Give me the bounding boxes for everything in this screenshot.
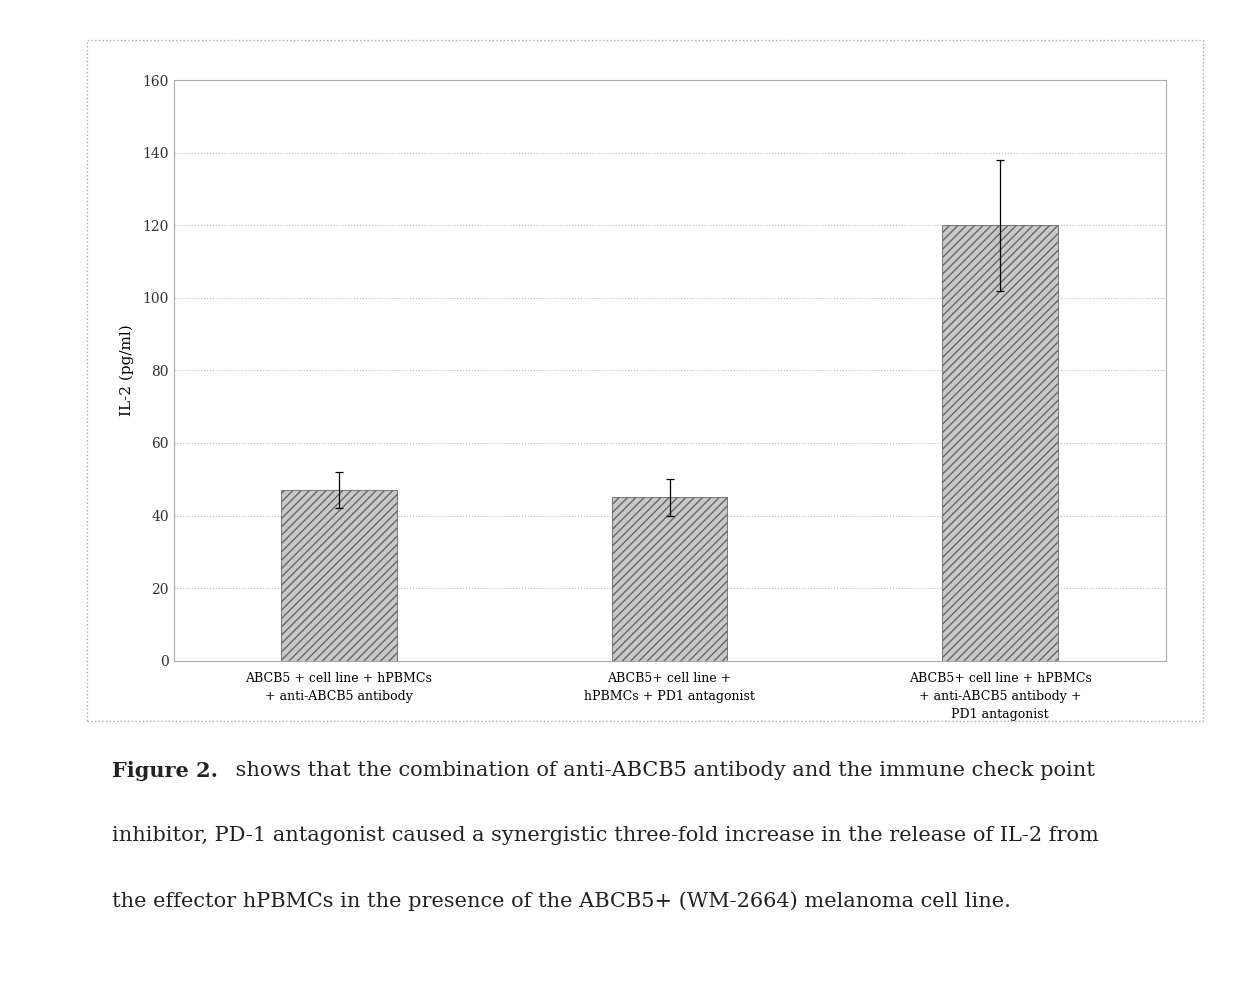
Text: inhibitor, PD-1 antagonist caused a synergistic three-fold increase in the relea: inhibitor, PD-1 antagonist caused a syne… <box>112 826 1099 845</box>
Text: the effector hPBMCs in the presence of the ABCB5+ (WM-2664) melanoma cell line.: the effector hPBMCs in the presence of t… <box>112 891 1011 911</box>
Bar <box>281 490 397 661</box>
Bar <box>611 497 728 661</box>
Text: shows that the combination of anti-ABCB5 antibody and the immune check point: shows that the combination of anti-ABCB5… <box>228 761 1095 780</box>
Y-axis label: IL-2 (pg/ml): IL-2 (pg/ml) <box>119 324 134 416</box>
Bar <box>942 225 1058 661</box>
Text: Figure 2.: Figure 2. <box>112 761 217 781</box>
